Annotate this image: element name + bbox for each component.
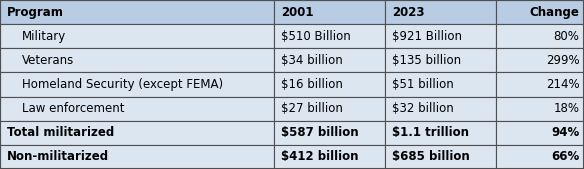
Bar bbox=[496, 0, 584, 24]
Bar bbox=[496, 24, 584, 48]
Text: Change: Change bbox=[530, 6, 579, 19]
Text: $1.1 trillion: $1.1 trillion bbox=[392, 126, 470, 139]
Bar bbox=[385, 0, 496, 24]
Bar bbox=[0, 121, 274, 145]
Bar bbox=[385, 121, 496, 145]
Bar bbox=[0, 145, 274, 169]
Bar bbox=[0, 24, 274, 48]
Text: $51 billion: $51 billion bbox=[392, 78, 454, 91]
Bar bbox=[496, 73, 584, 96]
Bar bbox=[385, 24, 496, 48]
Bar bbox=[385, 73, 496, 96]
Bar bbox=[496, 48, 584, 73]
Bar bbox=[274, 96, 385, 121]
Text: $135 billion: $135 billion bbox=[392, 54, 461, 67]
Text: $32 billion: $32 billion bbox=[392, 102, 454, 115]
Text: $412 billion: $412 billion bbox=[281, 150, 359, 163]
Text: 299%: 299% bbox=[545, 54, 579, 67]
Text: Military: Military bbox=[22, 30, 66, 43]
Bar bbox=[274, 121, 385, 145]
Text: $16 billion: $16 billion bbox=[281, 78, 343, 91]
Bar bbox=[274, 48, 385, 73]
Text: Program: Program bbox=[7, 6, 64, 19]
Text: 66%: 66% bbox=[551, 150, 579, 163]
Bar bbox=[0, 96, 274, 121]
Text: 80%: 80% bbox=[554, 30, 579, 43]
Bar bbox=[0, 0, 274, 24]
Bar bbox=[274, 145, 385, 169]
Bar bbox=[385, 48, 496, 73]
Text: 214%: 214% bbox=[545, 78, 579, 91]
Bar bbox=[274, 73, 385, 96]
Text: Total militarized: Total militarized bbox=[7, 126, 114, 139]
Bar bbox=[496, 96, 584, 121]
Text: Veterans: Veterans bbox=[22, 54, 74, 67]
Text: 2001: 2001 bbox=[281, 6, 314, 19]
Text: $921 Billion: $921 Billion bbox=[392, 30, 463, 43]
Text: $587 billion: $587 billion bbox=[281, 126, 359, 139]
Bar bbox=[274, 24, 385, 48]
Bar bbox=[385, 145, 496, 169]
Text: Law enforcement: Law enforcement bbox=[22, 102, 124, 115]
Text: $34 billion: $34 billion bbox=[281, 54, 343, 67]
Bar bbox=[0, 48, 274, 73]
Bar bbox=[385, 96, 496, 121]
Text: 2023: 2023 bbox=[392, 6, 425, 19]
Text: Homeland Security (except FEMA): Homeland Security (except FEMA) bbox=[22, 78, 223, 91]
Bar bbox=[274, 0, 385, 24]
Text: $685 billion: $685 billion bbox=[392, 150, 470, 163]
Bar bbox=[0, 73, 274, 96]
Text: $510 Billion: $510 Billion bbox=[281, 30, 351, 43]
Text: 94%: 94% bbox=[551, 126, 579, 139]
Bar bbox=[496, 145, 584, 169]
Text: Non-militarized: Non-militarized bbox=[7, 150, 109, 163]
Bar bbox=[496, 121, 584, 145]
Text: 18%: 18% bbox=[553, 102, 579, 115]
Text: $27 billion: $27 billion bbox=[281, 102, 343, 115]
